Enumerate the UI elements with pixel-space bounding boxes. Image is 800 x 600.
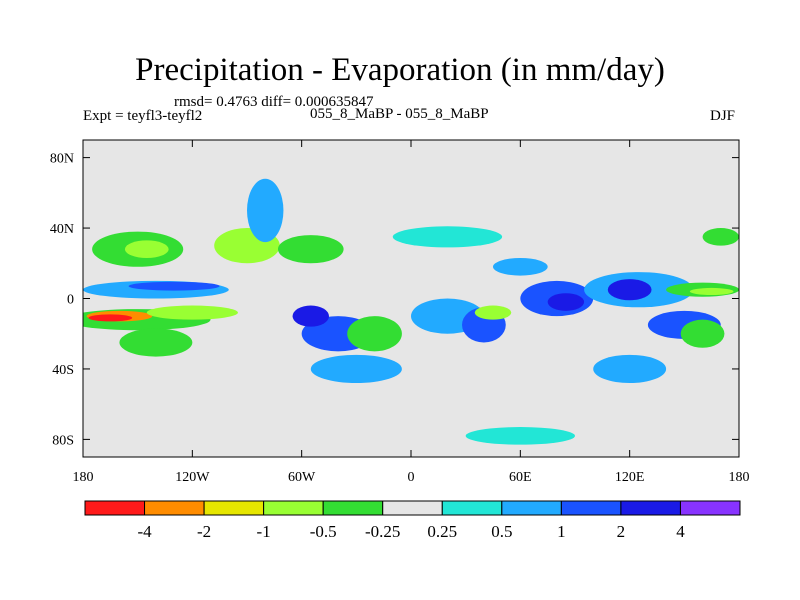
field-layer — [83, 178, 739, 445]
field-contour-blob — [88, 314, 133, 322]
y-tick-label: 80N — [50, 152, 74, 167]
x-tick-label: 120E — [615, 470, 645, 485]
colorbar-label: 0.5 — [491, 522, 512, 541]
colorbar-swatch — [263, 500, 324, 516]
colorbar-label: 0.25 — [427, 522, 457, 541]
y-tick-label: 40S — [52, 363, 74, 378]
stats-line: rmsd= 0.4763 diff= 0.000635847 — [174, 94, 374, 110]
colorbar-label: -4 — [137, 522, 152, 541]
colorbar-label: 2 — [617, 522, 626, 541]
chart-title: Precipitation - Evaporation (in mm/day) — [135, 52, 665, 88]
field-contour-blob — [607, 279, 652, 301]
x-tick-label: 180 — [729, 470, 750, 485]
colorbar-swatch — [203, 500, 265, 516]
colorbar-label: -1 — [257, 522, 271, 541]
field-contour-blob — [277, 235, 344, 264]
comparison-label: 055_8_MaBP - 055_8_MaBP — [310, 106, 489, 122]
colorbar-swatch — [144, 500, 205, 516]
x-tick-label: 60E — [509, 470, 532, 485]
field-contour-blob — [465, 427, 575, 445]
colorbar-swatch — [382, 500, 443, 516]
colorbar-label: -2 — [197, 522, 211, 541]
colorbar-label: -0.25 — [365, 522, 400, 541]
field-contour-blob — [119, 328, 193, 357]
field-contour-blob — [702, 228, 739, 246]
field-contour-blob — [547, 293, 585, 311]
x-tick-label: 120W — [175, 470, 210, 485]
colorbar-swatch — [679, 500, 741, 516]
field-contour-blob — [593, 354, 667, 384]
colorbar-label: -0.5 — [310, 522, 337, 541]
field-contour-blob — [146, 305, 238, 320]
field-contour-blob — [689, 287, 734, 295]
field-contour-blob — [680, 319, 725, 348]
field-contour-blob — [492, 257, 548, 276]
y-tick-label: 80S — [52, 433, 74, 448]
field-contour-blob — [128, 281, 220, 291]
field-contour-blob — [310, 354, 402, 384]
season-label: DJF — [710, 108, 736, 124]
colorbar-swatch — [84, 500, 146, 516]
colorbar-label: 1 — [557, 522, 566, 541]
y-tick-label: 40N — [50, 222, 74, 237]
experiment-label: Expt = teyfl3-teyfl2 — [83, 108, 203, 124]
colorbar-swatch — [322, 500, 384, 516]
colorbar-swatch — [441, 500, 503, 516]
field-contour-blob — [292, 305, 329, 327]
colorbar-label: 4 — [676, 522, 685, 541]
y-tick-label: 0 — [67, 293, 74, 308]
colorbar-swatch — [620, 500, 681, 516]
x-tick-label: 0 — [408, 470, 415, 485]
field-contour-blob — [392, 226, 503, 248]
field-contour-blob — [474, 305, 512, 320]
colorbar-swatch — [501, 500, 562, 516]
x-tick-label: 60W — [288, 470, 316, 485]
field-contour-blob — [347, 316, 402, 352]
field-contour-blob — [124, 240, 169, 258]
x-tick-label: 180 — [73, 470, 94, 485]
field-contour-blob — [247, 178, 284, 243]
colorbar-swatch — [560, 500, 622, 516]
